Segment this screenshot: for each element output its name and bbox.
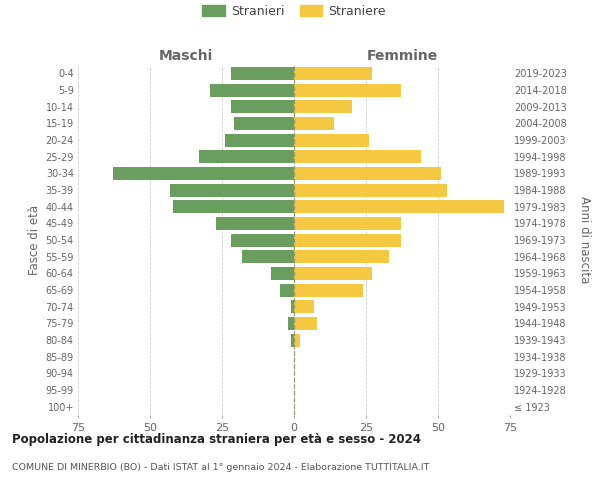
Bar [280, 284, 294, 296]
Bar [294, 217, 401, 230]
Bar [216, 217, 294, 230]
Bar [294, 150, 421, 163]
Bar [242, 250, 294, 263]
Bar [199, 150, 294, 163]
Bar [291, 300, 294, 313]
Bar [230, 234, 294, 246]
Bar [294, 317, 317, 330]
Bar [230, 100, 294, 113]
Y-axis label: Fasce di età: Fasce di età [28, 205, 41, 275]
Legend: Stranieri, Straniere: Stranieri, Straniere [199, 1, 389, 21]
Bar [294, 300, 314, 313]
Y-axis label: Anni di nascita: Anni di nascita [578, 196, 591, 284]
Bar [211, 84, 294, 96]
Bar [294, 167, 441, 180]
Bar [291, 334, 294, 346]
Bar [230, 67, 294, 80]
Bar [225, 134, 294, 146]
Bar [288, 317, 294, 330]
Bar [173, 200, 294, 213]
Bar [271, 267, 294, 280]
Bar [170, 184, 294, 196]
Bar [294, 334, 300, 346]
Text: Popolazione per cittadinanza straniera per età e sesso - 2024: Popolazione per cittadinanza straniera p… [12, 432, 421, 446]
Bar [294, 284, 363, 296]
Bar [294, 200, 504, 213]
Text: COMUNE DI MINERBIO (BO) - Dati ISTAT al 1° gennaio 2024 - Elaborazione TUTTITALI: COMUNE DI MINERBIO (BO) - Dati ISTAT al … [12, 462, 430, 471]
Bar [233, 117, 294, 130]
Text: Maschi: Maschi [159, 48, 213, 62]
Bar [294, 100, 352, 113]
Bar [294, 117, 334, 130]
Text: Femmine: Femmine [367, 48, 437, 62]
Bar [294, 184, 446, 196]
Bar [113, 167, 294, 180]
Bar [294, 134, 369, 146]
Bar [294, 234, 401, 246]
Bar [294, 267, 372, 280]
Bar [294, 250, 389, 263]
Bar [294, 84, 401, 96]
Bar [294, 67, 372, 80]
